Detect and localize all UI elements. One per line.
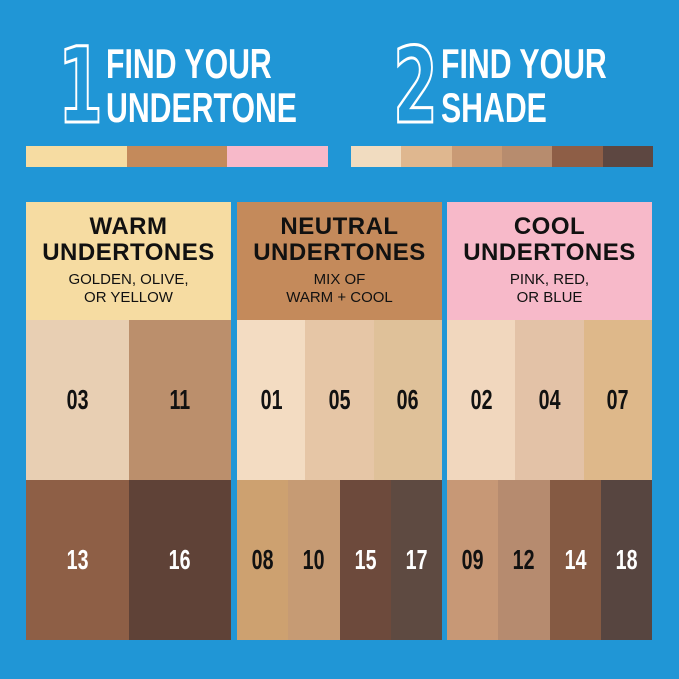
shade-swatch: 07 <box>583 320 652 480</box>
panel-title-line: NEUTRAL <box>280 213 399 240</box>
color-swatch <box>26 146 127 167</box>
shade-swatch: 13 <box>26 480 129 640</box>
panel-title: NEUTRAL UNDERTONES <box>237 214 442 266</box>
shade-label: 06 <box>396 384 419 415</box>
step-title-line: SHADE <box>441 84 547 131</box>
shade-swatch: 17 <box>390 480 442 640</box>
shade-label: 11 <box>169 384 191 415</box>
panel-subtitle-line: OR YELLOW <box>84 289 173 306</box>
shade-label: 12 <box>512 544 535 575</box>
shade-row: 03 11 <box>26 320 231 480</box>
shade-label: 02 <box>470 384 493 415</box>
panel-title-line: UNDERTONES <box>42 239 215 266</box>
shade-swatch: 08 <box>237 480 289 640</box>
panel-title-line: COOL <box>513 213 586 240</box>
shade-label: 03 <box>66 384 89 415</box>
step-number: 1 <box>57 25 104 147</box>
color-swatch <box>401 146 452 167</box>
shade-row: 01 05 06 <box>237 320 442 480</box>
color-swatch <box>227 146 329 167</box>
panel-subtitle-line: PINK, RED, <box>509 271 590 288</box>
shade-swatch: 16 <box>128 480 231 640</box>
shade-swatch: 12 <box>498 480 550 640</box>
shade-row: 13 16 <box>26 480 231 640</box>
shade-swatch: 09 <box>447 480 499 640</box>
shade-swatch: 18 <box>600 480 652 640</box>
shade-label: 18 <box>615 544 638 575</box>
panel-subtitle-line: MIX OF <box>313 271 366 288</box>
color-swatch <box>351 146 402 167</box>
step-1-heading: 1 FIND YOUR UNDERTONE <box>57 25 371 147</box>
shade-label: 14 <box>564 544 587 575</box>
color-swatch <box>552 146 603 167</box>
panel-title: WARM UNDERTONES <box>26 214 231 266</box>
shade-label: 15 <box>354 544 377 575</box>
shade-swatch: 02 <box>447 320 516 480</box>
panel-subtitle: PINK, RED, OR BLUE <box>447 271 652 307</box>
panel-header: NEUTRAL UNDERTONES MIX OF WARM + COOL <box>237 202 442 320</box>
shade-row: 08 10 15 17 <box>237 480 442 640</box>
shade-row: 02 04 07 <box>447 320 652 480</box>
shade-swatch: 05 <box>305 320 374 480</box>
step-title: FIND YOUR UNDERTONE <box>106 42 297 130</box>
panel-subtitle: MIX OF WARM + COOL <box>237 271 442 307</box>
undertone-panel: WARM UNDERTONES GOLDEN, OLIVE, OR YELLOW 03… <box>26 202 231 640</box>
undertone-panel: COOL UNDERTONES PINK, RED, OR BLUE 02 04 07 09… <box>447 202 652 640</box>
shade-label: 17 <box>405 544 428 575</box>
undertone-color-bar <box>26 146 329 167</box>
shade-swatch: 14 <box>549 480 601 640</box>
shade-swatch: 15 <box>339 480 391 640</box>
shade-label: 08 <box>251 544 274 575</box>
step-title-line: FIND YOUR <box>106 40 272 87</box>
panel-header: WARM UNDERTONES GOLDEN, OLIVE, OR YELLOW <box>26 202 231 320</box>
shade-swatch: 11 <box>128 320 231 480</box>
shade-swatch: 01 <box>237 320 306 480</box>
color-swatch <box>451 146 502 167</box>
step-2-heading: 2 FIND YOUR SHADE <box>392 25 671 147</box>
step-title-line: UNDERTONE <box>106 84 297 131</box>
shade-label: 01 <box>260 384 283 415</box>
shade-label: 05 <box>328 384 351 415</box>
shade-swatch: 04 <box>515 320 584 480</box>
shade-swatch: 10 <box>288 480 340 640</box>
shade-swatch: 03 <box>26 320 129 480</box>
shade-label: 09 <box>461 544 484 575</box>
undertone-panel: NEUTRAL UNDERTONES MIX OF WARM + COOL 01 05 0… <box>237 202 442 640</box>
shade-swatch: 06 <box>373 320 442 480</box>
panel-subtitle-line: WARM + COOL <box>286 289 393 306</box>
step-number: 2 <box>392 25 439 147</box>
shade-label: 07 <box>606 384 629 415</box>
panel-title-line: UNDERTONES <box>253 239 426 266</box>
color-swatch <box>602 146 653 167</box>
panel-subtitle-line: GOLDEN, OLIVE, <box>68 271 189 288</box>
panel-header: COOL UNDERTONES PINK, RED, OR BLUE <box>447 202 652 320</box>
color-swatch <box>501 146 553 167</box>
panel-title: COOL UNDERTONES <box>447 214 652 266</box>
step-title-line: FIND YOUR <box>441 40 607 87</box>
panel-title-line: UNDERTONES <box>463 239 636 266</box>
shade-row: 09 12 14 18 <box>447 480 652 640</box>
shade-label: 16 <box>168 544 191 575</box>
shade-label: 10 <box>302 544 325 575</box>
step-title: FIND YOUR SHADE <box>441 42 607 130</box>
shade-label: 13 <box>66 544 89 575</box>
panel-subtitle: GOLDEN, OLIVE, OR YELLOW <box>26 271 231 307</box>
panel-subtitle-line: OR BLUE <box>516 289 583 306</box>
shade-color-bar <box>351 146 653 167</box>
shade-label: 04 <box>538 384 561 415</box>
color-swatch <box>126 146 228 167</box>
panel-title-line: WARM <box>89 213 168 240</box>
